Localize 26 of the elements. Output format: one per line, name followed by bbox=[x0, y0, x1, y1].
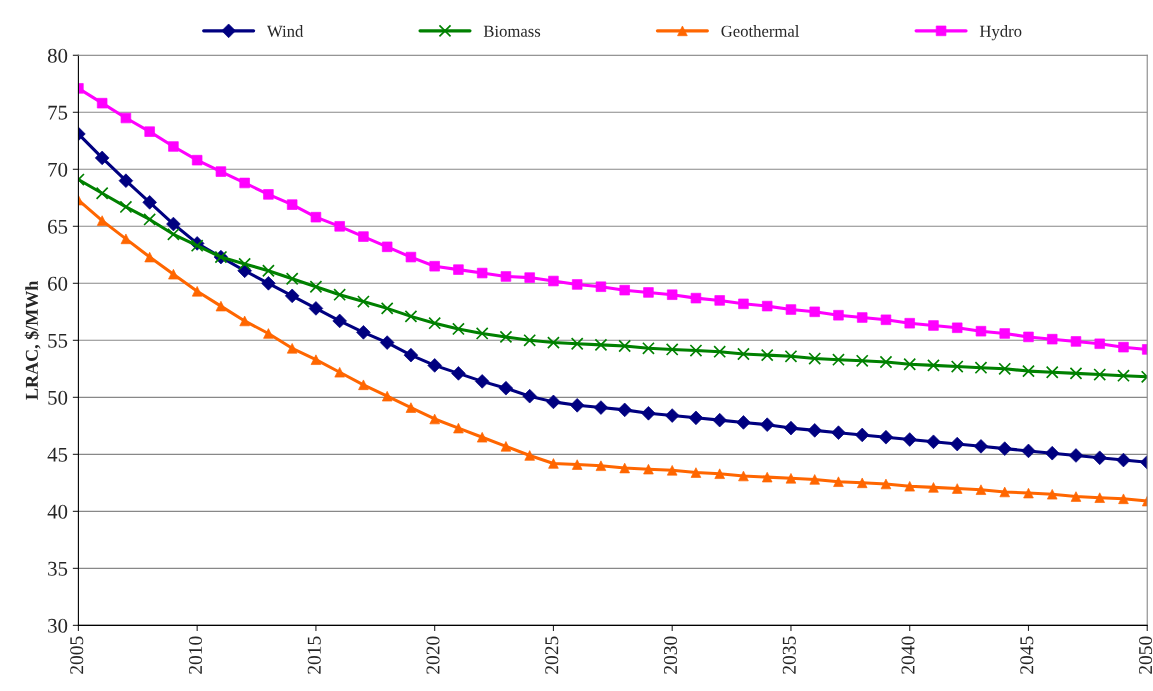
legend-label: Biomass bbox=[483, 25, 541, 37]
x-tick-label: 2030 bbox=[663, 636, 678, 674]
y-tick-label: 30 bbox=[48, 618, 68, 633]
y-tick-label: 60 bbox=[48, 276, 68, 291]
x-tick-label: 2005 bbox=[70, 636, 84, 674]
y-tick-label: 50 bbox=[48, 390, 68, 405]
x-tick-label: 2045 bbox=[1020, 636, 1034, 674]
x-tick-label: 2020 bbox=[426, 636, 440, 674]
y-tick-label: 70 bbox=[48, 162, 68, 177]
y-tick-label: 55 bbox=[48, 333, 68, 348]
x-tick-label: 2035 bbox=[782, 636, 796, 674]
y-tick-label: 80 bbox=[47, 48, 68, 63]
x-tick-label: 2050 bbox=[1138, 636, 1153, 674]
y-tick-label: 45 bbox=[47, 447, 68, 462]
x-tick-label: 2025 bbox=[545, 636, 559, 674]
x-tick-label: 2040 bbox=[901, 636, 915, 674]
x-tick-label: 2010 bbox=[188, 636, 203, 674]
y-tick-label: 35 bbox=[48, 561, 68, 576]
y-tick-label: 40 bbox=[47, 504, 68, 519]
legend-label: Wind bbox=[266, 25, 304, 37]
x-tick-label: 2015 bbox=[307, 636, 321, 674]
y-tick-label: 65 bbox=[48, 219, 68, 234]
y-axis-title: LRAC, $/MWh bbox=[24, 280, 41, 400]
legend-label: Hydro bbox=[979, 25, 1022, 41]
legend-label: Geothermal bbox=[721, 25, 800, 37]
y-tick-label: 75 bbox=[48, 105, 68, 120]
